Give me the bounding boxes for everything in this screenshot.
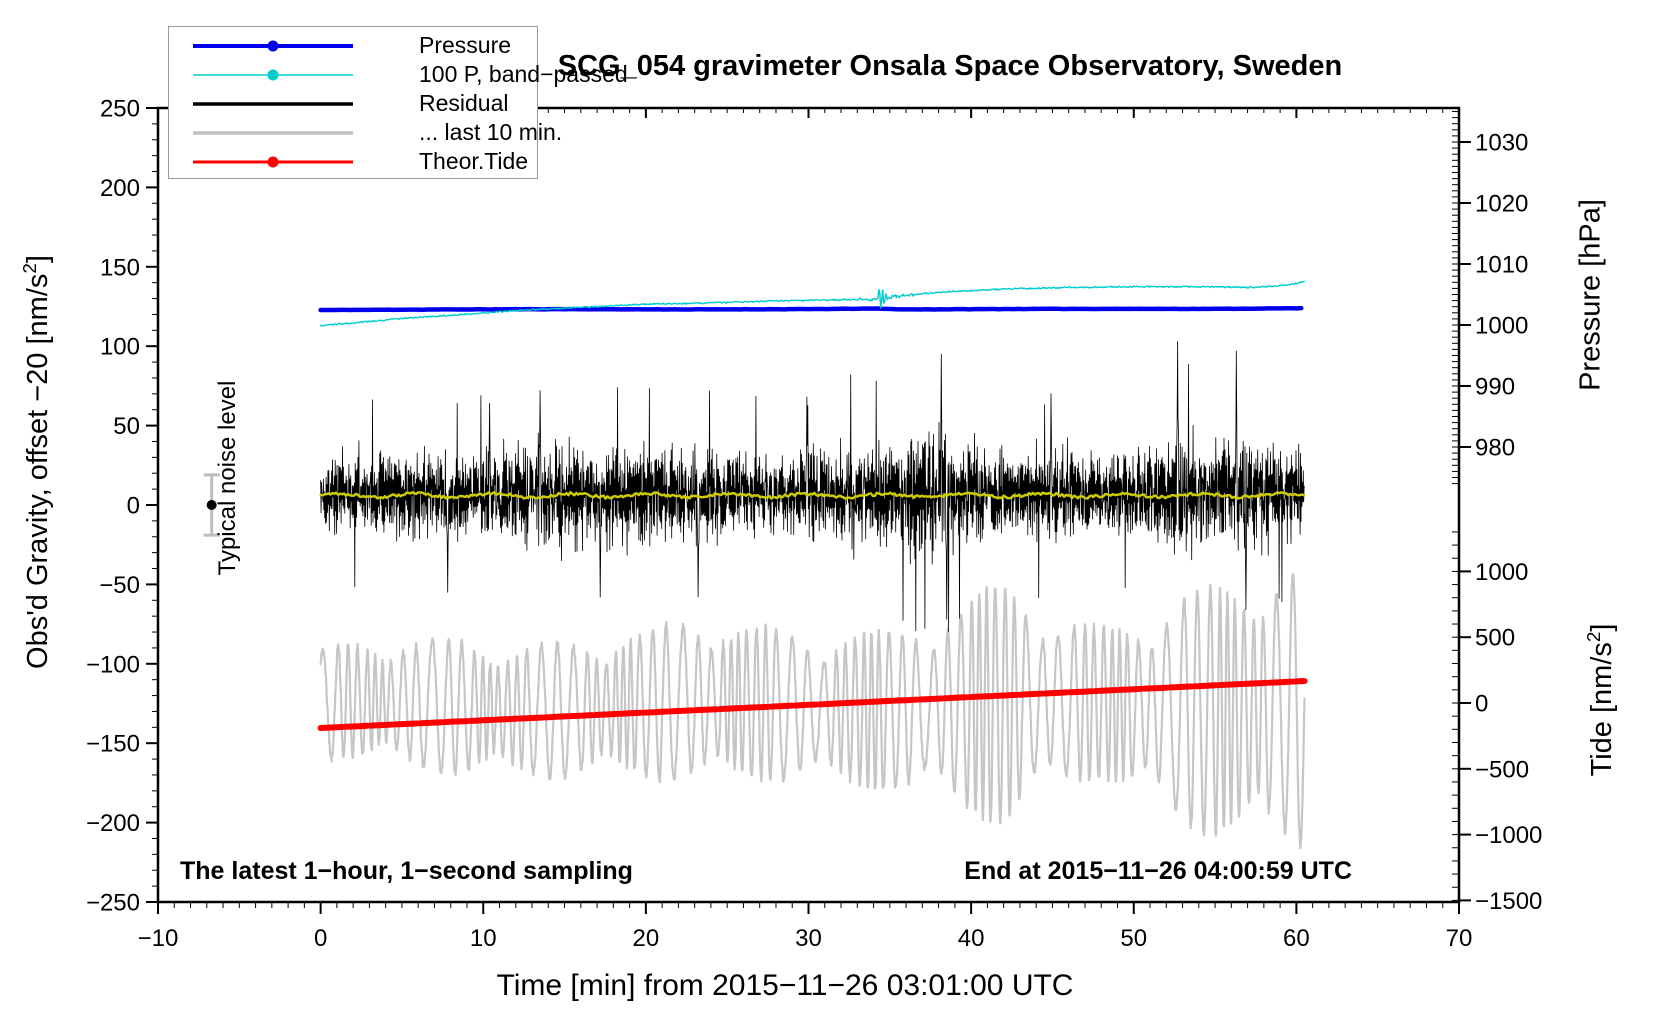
svg-text:−100: −100 — [86, 651, 140, 678]
svg-text:−500: −500 — [1475, 756, 1529, 783]
legend-dot-icon — [267, 156, 279, 167]
gravity-axis-label: Obs'd Gravity, offset −20 [nm/s2] — [19, 255, 54, 669]
svg-text:−1500: −1500 — [1475, 888, 1542, 915]
svg-text:50: 50 — [113, 413, 140, 440]
svg-text:1000: 1000 — [1475, 313, 1528, 340]
legend-label: ... last 10 min. — [419, 119, 563, 145]
svg-text:30: 30 — [795, 925, 822, 952]
svg-text:60: 60 — [1283, 925, 1310, 952]
series-last-10-min — [319, 573, 1306, 850]
legend-entry--last-10-min-: ... last 10 min. — [189, 118, 562, 147]
plot-frame — [156, 106, 1461, 904]
pressure-axis-label: Pressure [hPa] — [1574, 199, 1607, 391]
svg-text:−250: −250 — [86, 890, 140, 917]
svg-text:−150: −150 — [86, 731, 140, 758]
typical-noise-level-label: Typical noise level — [214, 380, 241, 576]
svg-text:40: 40 — [958, 925, 985, 952]
end-time-note: End at 2015−11−26 04:00:59 UTC — [964, 857, 1352, 885]
svg-text:50: 50 — [1120, 925, 1147, 952]
legend-line-icon — [193, 101, 353, 106]
typical-noise-level-marker — [203, 473, 220, 537]
series-theor-tide — [317, 678, 1308, 731]
series-residual — [320, 340, 1305, 633]
svg-text:990: 990 — [1475, 374, 1515, 401]
plot-area — [317, 280, 1308, 850]
svg-text:1020: 1020 — [1475, 191, 1528, 218]
svg-text:1010: 1010 — [1475, 252, 1528, 279]
legend-entry-pressure: Pressure — [189, 31, 537, 60]
tick-labels: −10 0 10 20 30 40 50 60 70250200150100500−50−100… — [86, 96, 1542, 953]
legend-entry-residual: Residual — [189, 89, 537, 118]
legend-label: Residual — [419, 90, 509, 116]
svg-text:−50: −50 — [99, 572, 140, 599]
sampling-note: The latest 1−hour, 1−second sampling — [180, 857, 633, 885]
svg-text:1030: 1030 — [1475, 130, 1528, 157]
svg-text:−200: −200 — [86, 810, 140, 837]
legend-line-icon — [193, 130, 353, 135]
x-axis-label: Time [min] from 2015−11−26 03:01:00 UTC — [496, 969, 1074, 1002]
svg-text:250: 250 — [100, 96, 140, 123]
svg-text:70: 70 — [1446, 925, 1473, 952]
svg-text:10: 10 — [470, 925, 497, 952]
legend-label: Theor.Tide — [419, 148, 529, 174]
svg-text:20: 20 — [633, 925, 660, 952]
tide-axis-label: Tide [nm/s2] — [1583, 623, 1618, 777]
legend-label: Pressure — [419, 32, 512, 58]
legend-line-icon — [193, 156, 353, 167]
legend: Pressure 100 P, band−passed Residual ... la… — [168, 26, 628, 179]
svg-text:0: 0 — [127, 493, 140, 520]
series-residual-smoothed — [319, 490, 1306, 500]
svg-text:200: 200 — [100, 175, 140, 202]
legend-line-icon — [193, 40, 353, 51]
legend-dot-icon — [267, 40, 279, 51]
svg-text:0: 0 — [314, 925, 327, 952]
svg-text:980: 980 — [1475, 435, 1515, 462]
svg-text:500: 500 — [1475, 625, 1515, 652]
svg-text:−1000: −1000 — [1475, 822, 1542, 849]
svg-text:1000: 1000 — [1475, 559, 1528, 586]
svg-text:−10: −10 — [138, 925, 179, 952]
legend-line-icon — [193, 69, 353, 80]
series-band-passed-pressure — [319, 280, 1305, 327]
series-pressure — [318, 305, 1304, 313]
legend-entry-100-p-band-passed: 100 P, band−passed — [189, 60, 628, 89]
page-title: SCG_054 gravimeter Onsala Space Observat… — [557, 50, 1343, 82]
svg-text:0: 0 — [1475, 691, 1488, 718]
svg-text:150: 150 — [100, 254, 140, 281]
legend-label: 100 P, band−passed — [419, 61, 628, 87]
legend-dot-icon — [267, 69, 279, 80]
legend-entry-theor-tide: Theor.Tide — [189, 147, 537, 176]
svg-text:100: 100 — [100, 334, 140, 361]
